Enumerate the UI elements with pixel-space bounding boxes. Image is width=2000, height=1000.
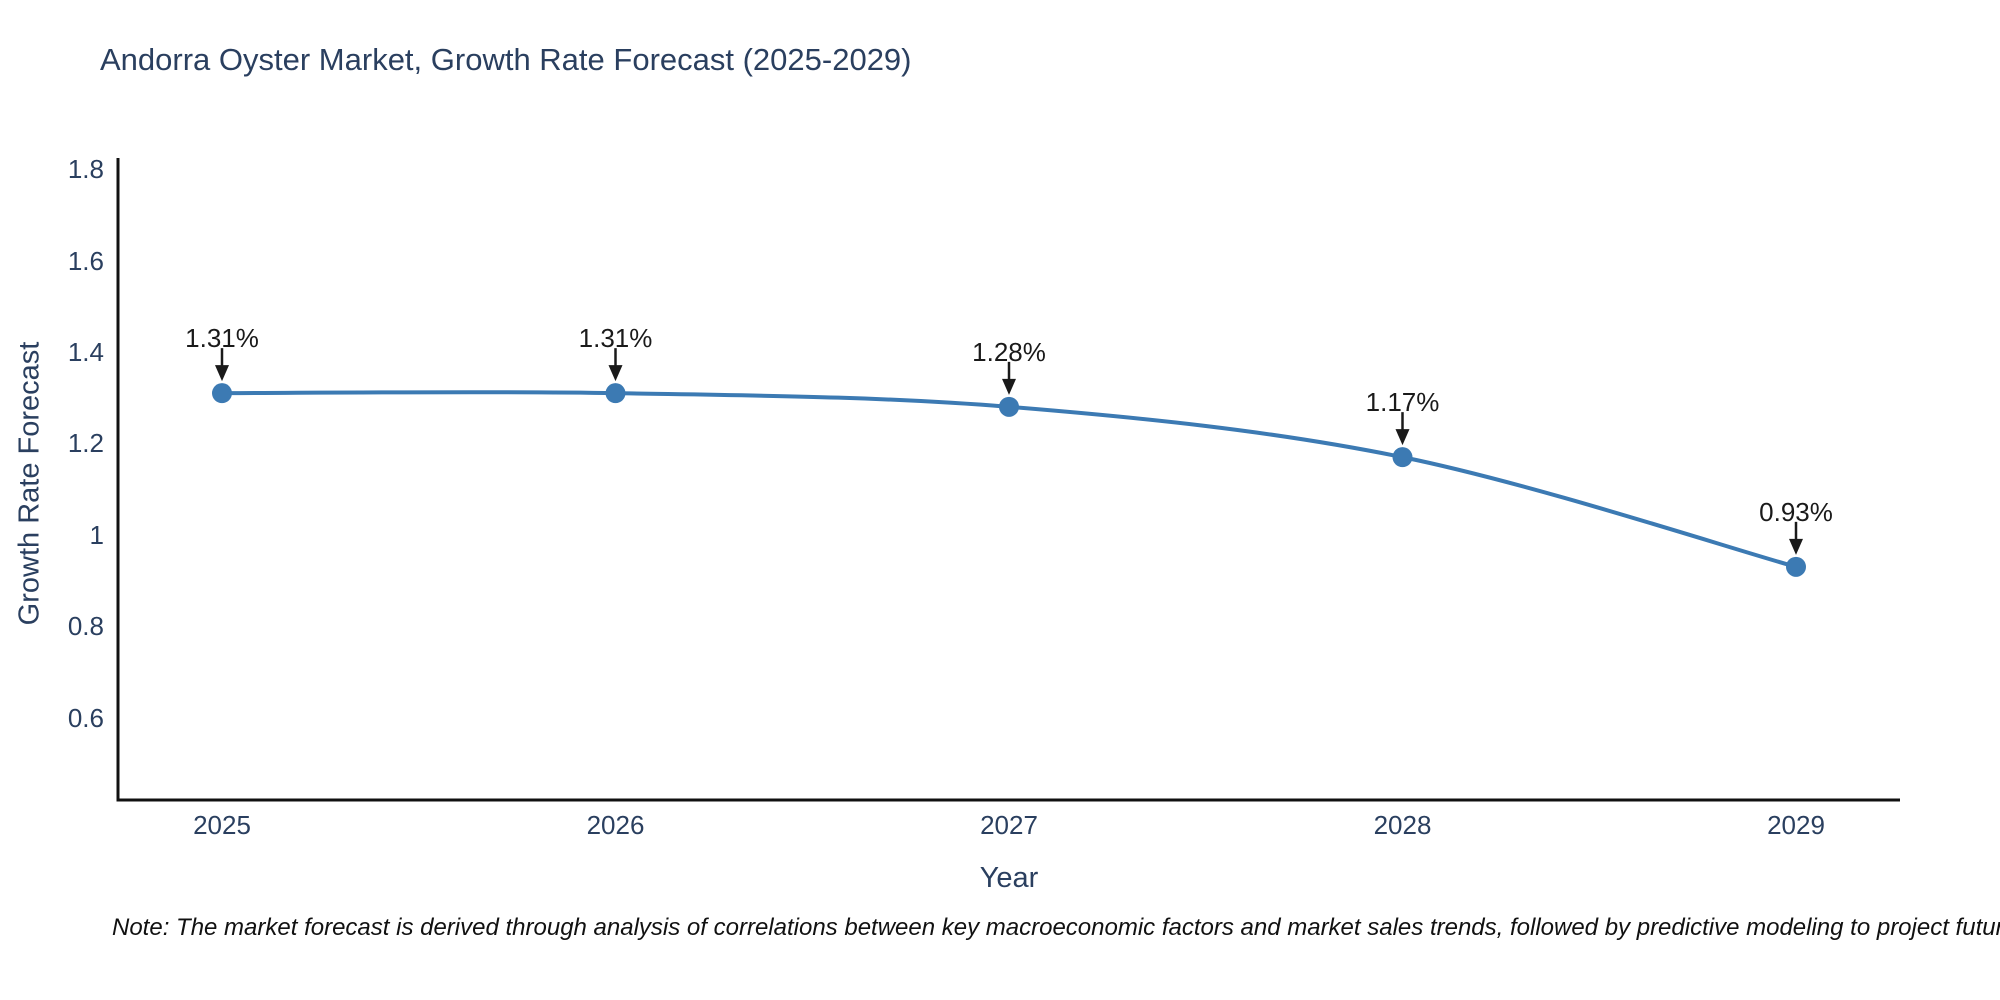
x-tick-label: 2029: [1767, 810, 1825, 840]
data-point-marker: [1392, 447, 1413, 468]
data-point-marker: [999, 396, 1019, 417]
annotation-arrowhead: [1002, 378, 1016, 395]
x-tick-label: 2025: [193, 810, 251, 840]
annotation-arrowhead: [215, 365, 229, 382]
y-tick-label: 0.8: [67, 611, 104, 642]
annotation-arrowhead: [608, 365, 623, 382]
y-tick-label: 1.4: [67, 337, 104, 367]
footnote: Note: The market forecast is derived thr…: [112, 914, 2000, 941]
annotation-label: 1.31%: [578, 323, 653, 354]
annotation-arrowhead: [1395, 429, 1410, 446]
annotation-label: 0.93%: [1759, 496, 1833, 527]
annotation-label: 1.31%: [185, 323, 259, 354]
x-tick-label: 2026: [586, 810, 645, 840]
data-point-marker: [605, 383, 626, 404]
data-point-marker: [212, 383, 232, 404]
x-tick-label: 2028: [1373, 810, 1432, 840]
annotation-arrowhead: [1789, 538, 1803, 555]
y-tick-label: 1.6: [67, 245, 104, 276]
annotation-label: 1.28%: [972, 336, 1046, 367]
data-point-marker: [1786, 556, 1806, 577]
y-axis-title: Growth Rate Forecast: [13, 341, 46, 626]
annotation-label: 1.17%: [1365, 387, 1440, 418]
y-tick-label: 1.8: [67, 154, 104, 185]
trend-line: [221, 390, 1797, 569]
y-tick-label: 0.6: [67, 702, 104, 733]
x-tick-label: 2027: [980, 810, 1038, 840]
x-axis-title: Year: [979, 862, 1039, 894]
y-tick-label: 1.2: [67, 428, 104, 459]
chart-title: Andorra Oyster Market, Growth Rate Forec…: [100, 42, 912, 77]
y-tick-label: 1: [89, 519, 104, 550]
